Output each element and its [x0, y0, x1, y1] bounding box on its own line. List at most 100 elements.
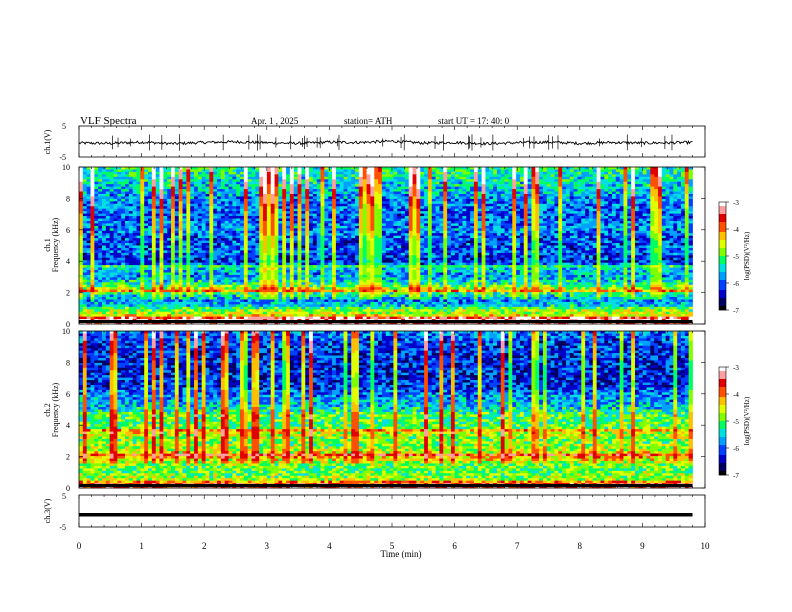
ch1-spectrogram-cell [328, 169, 333, 173]
ch1-spectrogram-cell [404, 193, 410, 197]
ch1-spectrogram-cell [370, 211, 375, 215]
ch1-spectrogram-cell [389, 218, 394, 222]
ch1-spectrogram-cell [393, 223, 398, 227]
ch1-spectrogram-cell [293, 196, 298, 200]
ch1-spectrogram-cell [79, 179, 84, 183]
ch1-spectrogram-cell [274, 201, 279, 205]
ch1-spectrogram-cell [427, 225, 433, 229]
ch1-spectrogram-cell [98, 233, 103, 237]
ch1-spectrogram-cell [86, 211, 91, 215]
ch1-spectrogram-cell [125, 171, 130, 175]
ch1-spectrogram-cell [623, 228, 628, 232]
ch1-spectrogram-cell [424, 179, 429, 183]
ch1-spectrogram-cell [243, 216, 249, 219]
ch1-spectrogram-cell [86, 208, 91, 212]
ch1-spectrogram-cell [661, 225, 667, 229]
ch1-spectrogram-cell [569, 179, 575, 183]
ch1-spectrogram-cell [251, 167, 256, 170]
ch1-spectrogram-cell [217, 198, 222, 202]
ch1-spectrogram-cell [205, 171, 210, 175]
ch1-spectrogram-cell [466, 184, 471, 188]
ch1-spectrogram-cell [527, 193, 532, 197]
ch1-spectrogram-cell [577, 196, 582, 200]
ch1-spectrogram-cell [197, 213, 203, 217]
ch1-spectrogram-cell [194, 179, 199, 183]
ch1-spectrogram-cell [447, 203, 452, 207]
ch1-spectrogram-cell [485, 189, 490, 192]
ch1-spectrogram-cell [320, 208, 325, 212]
ch1-spectrogram-cell [443, 220, 448, 224]
ch1-spectrogram-cell [366, 186, 371, 190]
ch1-spectrogram-cell [546, 184, 552, 188]
ch1-spectrogram-cell [255, 179, 260, 183]
ch1-spectrogram-cell [190, 184, 195, 188]
ch1-spectrogram-cell [140, 228, 145, 232]
ch1-spectrogram-cell [588, 225, 594, 229]
ch1-spectrogram-cell [646, 238, 651, 241]
ch1-spectrogram-cell [94, 167, 99, 170]
ch1-spectrogram-cell [174, 167, 180, 170]
ch1-spectrogram-cell [209, 193, 214, 197]
ch1-spectrogram-cell [293, 189, 298, 192]
ch1-spectrogram-cell [293, 213, 298, 217]
ch1-spectrogram-cell [105, 235, 111, 239]
ch1-spectrogram-cell [627, 193, 632, 197]
ch1-spectrogram-cell [385, 198, 390, 202]
ch1-spectrogram-cell [213, 189, 218, 192]
ch1-spectrogram-cell [638, 181, 644, 185]
ch1-spectrogram-cell [151, 223, 157, 227]
ch1-spectrogram-cell [90, 198, 95, 202]
ch1-spectrogram-cell [435, 186, 440, 190]
ch1-spectrogram-cell [132, 238, 137, 241]
ch1-spectrogram-cell [148, 230, 153, 234]
ch1-spectrogram-cell [554, 218, 559, 222]
ch1-spectrogram-cell [155, 238, 160, 241]
ch1-spectrogram-cell [481, 169, 486, 173]
ch1-spectrogram-cell [167, 230, 172, 234]
ch1-spectrogram-cell [439, 191, 444, 195]
ch1-spectrogram-cell [362, 203, 367, 207]
ch1-spectrogram-cell [339, 233, 344, 237]
ch1-spectrogram-cell [531, 213, 536, 217]
ch1-spectrogram-cell [102, 225, 107, 229]
ch1-spectrogram-cell [623, 189, 628, 192]
ch1-spectrogram-cell [673, 169, 678, 173]
ch1-spectrogram-cell [263, 186, 268, 190]
ch1-spectrogram-cell [401, 201, 406, 205]
ch1-spectrogram-cell [362, 223, 367, 227]
ch1-spectrogram-cell [473, 184, 479, 188]
ch1-spectrogram-cell [351, 174, 356, 178]
ch1-spectrogram-cell [592, 184, 598, 188]
ch1-spectrogram-cell [351, 184, 356, 188]
ch1-spectrogram-cell [669, 174, 674, 178]
ch1-spectrogram-cell [535, 193, 540, 197]
ch1-spectrogram-cell [251, 203, 256, 207]
ch1-spectrogram-cell [286, 193, 291, 197]
ch1-spectrogram-cell [86, 171, 91, 175]
ch1-spectrogram-cell [247, 223, 252, 227]
ch1-spectrogram-cell [401, 211, 406, 215]
ch1-spectrogram-cell [477, 223, 482, 227]
ch1-spectrogram-cell [263, 176, 268, 180]
ch1-spectrogram-cell [539, 218, 544, 222]
ch1-spectrogram-cell [592, 167, 598, 170]
ch1-spectrogram-cell [485, 235, 490, 239]
ch1-spectrogram-cell [412, 167, 417, 170]
ch1-spectrogram-cell [263, 181, 268, 185]
ch1-spectrogram-cell [232, 208, 237, 212]
ch1-spectrogram-cell [657, 211, 663, 215]
ch1-spectrogram-cell [201, 213, 206, 217]
ch1-spectrogram-cell [470, 193, 475, 197]
ch1-spectrogram-cell [343, 238, 348, 241]
ch1-spectrogram-cell [113, 233, 118, 237]
ch1-spectrogram-cell [86, 176, 91, 180]
ch1-spectrogram-cell [117, 189, 122, 192]
ch1-spectrogram-cell [190, 225, 195, 229]
ch1-spectrogram-cell [665, 191, 670, 195]
ch1-spectrogram-cell [163, 174, 168, 178]
ch1-spectrogram-cell [631, 184, 636, 188]
ch1-spectrogram-cell [477, 174, 482, 178]
ch1-spectrogram-cell [439, 193, 444, 197]
ch1-spectrogram-cell [546, 181, 552, 185]
ch1-spectrogram-cell [592, 206, 598, 210]
